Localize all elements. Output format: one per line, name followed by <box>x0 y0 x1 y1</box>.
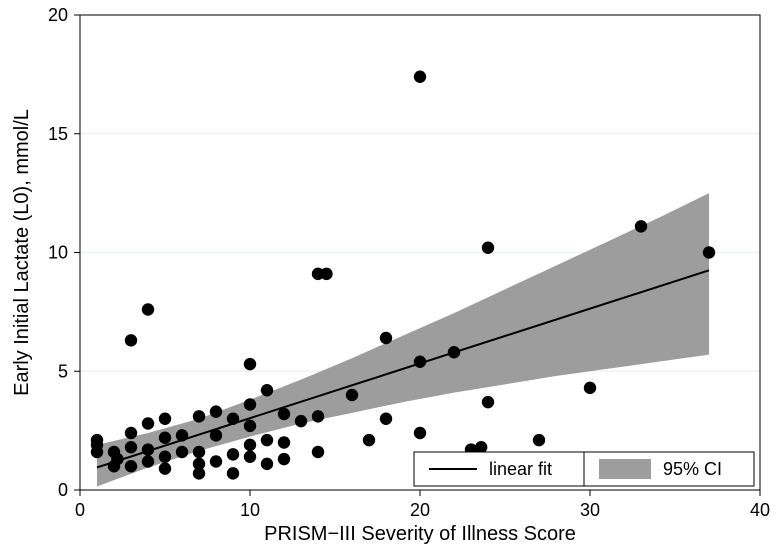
data-point <box>176 429 188 441</box>
data-point <box>584 382 596 394</box>
data-point <box>244 358 256 370</box>
legend-swatch-ci <box>599 459 651 479</box>
data-point <box>227 448 239 460</box>
y-tick-label: 20 <box>48 5 68 25</box>
x-tick-label: 30 <box>580 500 600 520</box>
data-point <box>703 246 715 258</box>
data-point <box>210 405 222 417</box>
data-point <box>346 389 358 401</box>
data-point <box>414 427 426 439</box>
data-point <box>142 417 154 429</box>
x-tick-label: 0 <box>75 500 85 520</box>
data-point <box>159 451 171 463</box>
data-point <box>125 441 137 453</box>
data-point <box>414 71 426 83</box>
data-point <box>193 410 205 422</box>
data-point <box>176 446 188 458</box>
data-point <box>278 408 290 420</box>
x-axis-label: PRISM−III Severity of Illness Score <box>264 523 576 545</box>
data-point <box>448 346 460 358</box>
data-point <box>295 415 307 427</box>
chart-svg: 0 10 20 30 40 0 5 10 15 20 PRISM−III Severity of I… <box>0 0 779 552</box>
data-point <box>278 453 290 465</box>
data-point <box>210 455 222 467</box>
data-point <box>159 432 171 444</box>
x-tick-label: 40 <box>750 500 770 520</box>
y-tick-label: 0 <box>58 480 68 500</box>
data-point <box>125 334 137 346</box>
data-point <box>244 439 256 451</box>
data-point <box>482 242 494 254</box>
data-point <box>142 303 154 315</box>
data-point <box>380 413 392 425</box>
data-point <box>111 453 123 465</box>
data-point <box>482 396 494 408</box>
legend: linear fit 95% CI <box>414 452 754 486</box>
data-point <box>320 268 332 280</box>
data-point <box>125 460 137 472</box>
data-point <box>91 446 103 458</box>
data-point <box>227 413 239 425</box>
data-point <box>261 434 273 446</box>
legend-label-ci: 95% CI <box>663 459 722 479</box>
data-point <box>91 434 103 446</box>
y-tick-label: 5 <box>58 361 68 381</box>
data-point <box>193 458 205 470</box>
data-point <box>533 434 545 446</box>
data-point <box>312 446 324 458</box>
y-axis-label: Early Initial Lactate (L0), mmol/L <box>11 109 33 396</box>
scatter-chart: 0 10 20 30 40 0 5 10 15 20 PRISM−III Severity of I… <box>0 0 779 552</box>
data-point <box>193 446 205 458</box>
data-point <box>159 462 171 474</box>
legend-label-linear-fit: linear fit <box>489 459 552 479</box>
data-point <box>210 429 222 441</box>
data-point <box>227 467 239 479</box>
data-point <box>244 420 256 432</box>
data-point <box>278 436 290 448</box>
data-point <box>261 458 273 470</box>
data-point <box>312 410 324 422</box>
data-point <box>244 451 256 463</box>
data-point <box>635 220 647 232</box>
data-point <box>380 332 392 344</box>
x-tick-label: 10 <box>240 500 260 520</box>
data-point <box>261 384 273 396</box>
data-point <box>142 455 154 467</box>
data-point <box>125 427 137 439</box>
data-point <box>414 356 426 368</box>
y-tick-label: 10 <box>48 243 68 263</box>
data-point <box>159 413 171 425</box>
data-point <box>244 398 256 410</box>
data-point <box>363 434 375 446</box>
y-tick-label: 15 <box>48 124 68 144</box>
data-point <box>142 443 154 455</box>
x-tick-label: 20 <box>410 500 430 520</box>
